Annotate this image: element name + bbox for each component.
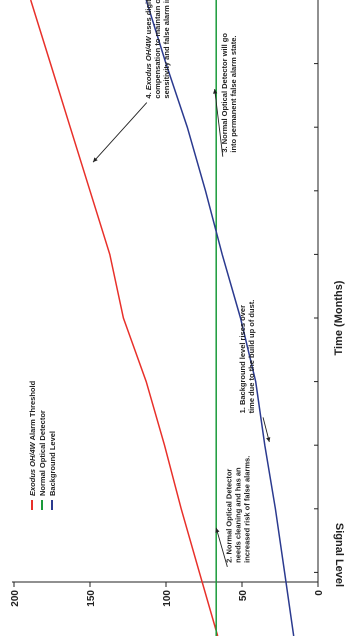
annotation-arrow <box>214 88 224 157</box>
plot-area: 0 50 100 150 200 Signal Level Time (Months) Exo… <box>10 0 345 636</box>
legend-entry: Background Level <box>48 431 57 496</box>
annotation-arrowhead <box>215 527 220 533</box>
legend-entry-text: Normal Optical Detector <box>38 410 47 496</box>
annotation-arrow <box>92 102 148 163</box>
legend-entry: Normal Optical Detector <box>38 410 47 496</box>
annotation-4-line: sensitivity and false alarm immunity. <box>162 0 171 99</box>
annotation-1-line: 2. Normal Optical Detector <box>224 469 233 563</box>
annotation-4-line: compensation to maintain correct <box>153 0 162 99</box>
annotation-3-line: 3. Normal Optical Detector will go <box>220 33 229 153</box>
annotation-text: 4. <box>144 90 153 98</box>
annotation-text-italic: Exodus OH/4W <box>144 36 153 91</box>
signal-tick-label: 0 <box>314 590 325 596</box>
series-line-exodus-oh-4w-alarm-threshold <box>29 0 219 636</box>
signal-tick-label: 100 <box>162 590 173 607</box>
legend-entry-text: Alarm Threshold <box>28 380 37 442</box>
annotation-1-line: increased risk of false alarms. <box>242 456 251 563</box>
legend-entry: Exodus OH/4W Alarm Threshold <box>28 380 37 496</box>
annotation-1-line: needs cleaning and has an <box>233 467 242 563</box>
signal-tick-label: 200 <box>10 590 21 607</box>
signal-axis-title: Signal Level <box>333 523 345 587</box>
legend-entry-italic: Exodus OH/4W <box>28 441 37 496</box>
annotation-text: uses digital drift <box>144 0 153 36</box>
annotation-4-line: 4. Exodus OH/4W uses digital drift <box>144 0 153 99</box>
signal-tick-label: 150 <box>86 590 97 607</box>
annotation-arrow <box>215 527 228 567</box>
annotation-arrowhead <box>93 157 98 163</box>
series-line-background-level <box>145 0 295 636</box>
annotation-2-line: time due to the build up of dust. <box>247 300 256 414</box>
annotation-arrowhead <box>213 89 218 94</box>
annotation-arrowhead <box>266 437 271 443</box>
legend-entry-text: Background Level <box>48 431 57 496</box>
signal-tick-label: 50 <box>238 590 249 602</box>
annotation-2-line: 1. Background level rises over <box>238 305 247 413</box>
time-axis-title: Time (Months) <box>333 280 345 355</box>
annotation-3-line: into permanent false alarm state. <box>229 36 238 153</box>
